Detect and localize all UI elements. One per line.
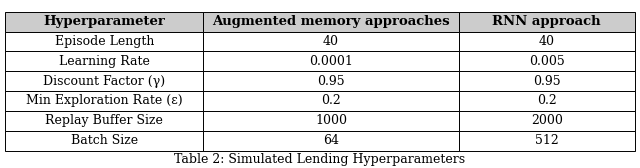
Bar	[458, 51, 635, 71]
Text: Discount Factor (γ): Discount Factor (γ)	[44, 75, 165, 88]
Text: 0.2: 0.2	[321, 94, 341, 108]
Text: Replay Buffer Size: Replay Buffer Size	[45, 114, 163, 127]
Bar	[204, 51, 458, 71]
Bar	[204, 91, 458, 111]
Bar	[458, 32, 635, 51]
Text: 2000: 2000	[531, 114, 563, 127]
Text: Learning Rate: Learning Rate	[59, 55, 150, 68]
Text: 40: 40	[539, 35, 555, 48]
Bar	[5, 12, 204, 32]
Text: 512: 512	[535, 134, 559, 147]
Bar	[458, 91, 635, 111]
Bar	[5, 32, 204, 51]
Text: 1000: 1000	[315, 114, 347, 127]
Bar	[204, 71, 458, 91]
Text: 0.95: 0.95	[317, 75, 345, 88]
Bar	[5, 51, 204, 71]
Bar	[5, 111, 204, 131]
Bar	[458, 71, 635, 91]
Text: 0.95: 0.95	[533, 75, 561, 88]
Text: Episode Length: Episode Length	[54, 35, 154, 48]
Bar	[458, 12, 635, 32]
Text: 64: 64	[323, 134, 339, 147]
Bar	[204, 111, 458, 131]
Text: 0.2: 0.2	[537, 94, 557, 108]
Text: Min Exploration Rate (ε): Min Exploration Rate (ε)	[26, 94, 182, 108]
Bar	[5, 131, 204, 151]
Bar	[458, 111, 635, 131]
Text: 40: 40	[323, 35, 339, 48]
Text: 0.005: 0.005	[529, 55, 564, 68]
Text: Hyperparameter: Hyperparameter	[44, 15, 165, 28]
Bar	[204, 12, 458, 32]
Text: Augmented memory approaches: Augmented memory approaches	[212, 15, 450, 28]
Bar	[5, 91, 204, 111]
Text: Table 2: Simulated Lending Hyperparameters: Table 2: Simulated Lending Hyperparamete…	[175, 153, 465, 166]
Text: Batch Size: Batch Size	[71, 134, 138, 147]
Bar	[204, 32, 458, 51]
Bar	[458, 131, 635, 151]
Bar	[204, 131, 458, 151]
Bar	[5, 71, 204, 91]
Text: RNN approach: RNN approach	[492, 15, 601, 28]
Text: 0.0001: 0.0001	[309, 55, 353, 68]
